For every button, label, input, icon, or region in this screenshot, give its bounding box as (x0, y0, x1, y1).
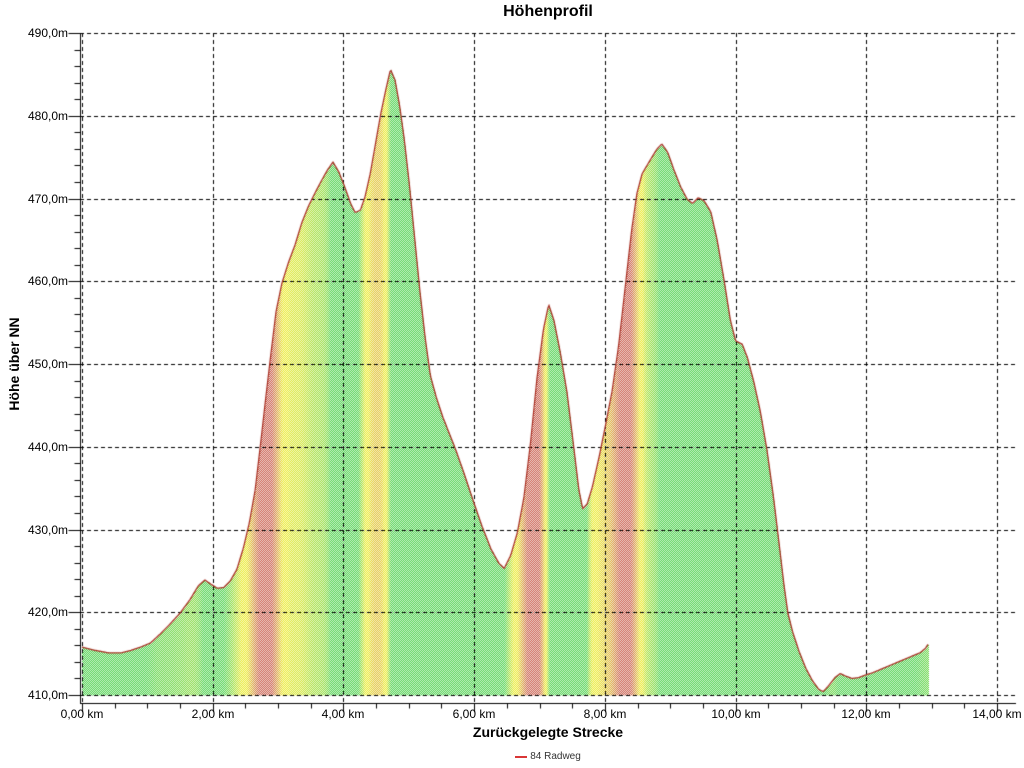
x-tick-label: 6,00 km (452, 707, 496, 721)
y-tick-label: 470,0m (27, 192, 68, 206)
y-tick-label: 450,0m (27, 357, 68, 371)
legend: 84 Radweg (80, 751, 1016, 762)
legend-series-label: 84 Radweg (530, 751, 581, 762)
y-tick-label: 440,0m (27, 440, 68, 454)
x-tick-label: 14,00 km (972, 707, 1022, 721)
x-axis-label: Zurückgelegte Strecke (472, 724, 624, 740)
legend-line-marker (515, 755, 528, 758)
x-tick-label: 12,00 km (841, 707, 891, 721)
x-tick-label: 0,00 km (60, 707, 104, 721)
y-tick-label: 490,0m (27, 26, 68, 40)
x-tick-label: 4,00 km (321, 707, 365, 721)
x-tick-label: 10,00 km (711, 707, 761, 721)
x-tick-label: 2,00 km (191, 707, 235, 721)
chart-title: Höhenprofil (503, 3, 593, 20)
y-tick-label: 480,0m (27, 109, 68, 123)
x-tick-label: 8,00 km (583, 707, 627, 721)
y-tick-label: 460,0m (27, 274, 68, 288)
y-tick-label: 420,0m (27, 605, 68, 619)
y-tick-label: 410,0m (27, 688, 68, 702)
y-tick-label: 430,0m (27, 523, 68, 537)
